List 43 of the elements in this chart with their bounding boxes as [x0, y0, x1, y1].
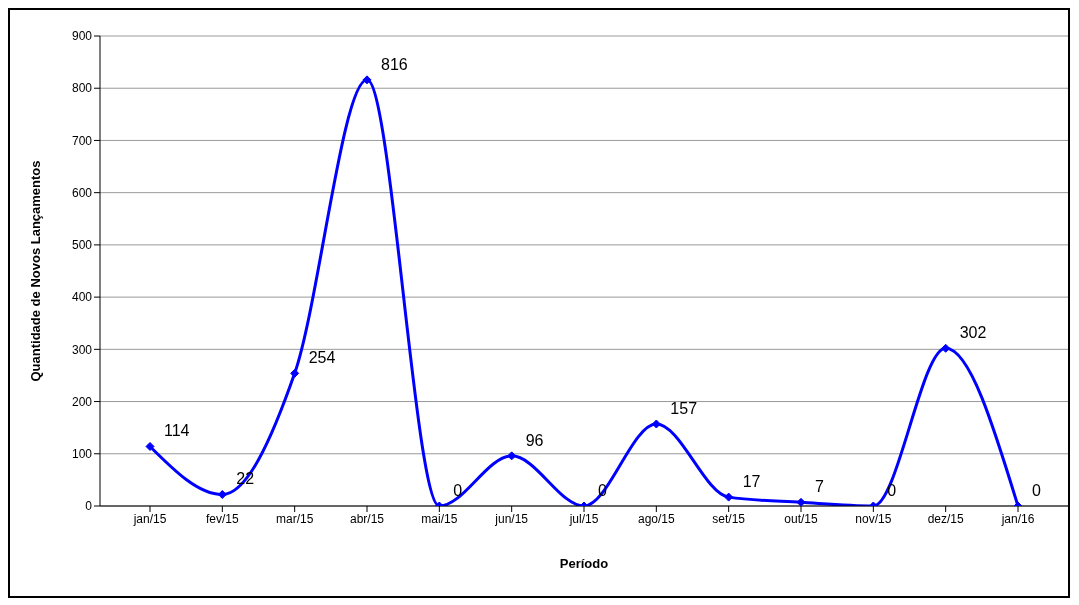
x-tick-label: out/15: [784, 511, 818, 526]
point: [724, 492, 734, 502]
x-tick-label: jan/15: [132, 511, 167, 526]
y-tick-label: 0: [85, 499, 93, 514]
x-tick-label: abr/15: [349, 511, 385, 526]
x-tick-label: nov/15: [855, 511, 892, 526]
point: [362, 75, 372, 85]
y-tick-label: 600: [71, 185, 93, 200]
data-label: 0: [887, 481, 897, 499]
x-axis-title: Período: [559, 556, 609, 571]
data-label: 254: [308, 349, 336, 367]
x-tick-label: jan/16: [1000, 511, 1035, 526]
point: [145, 441, 155, 451]
data-label: 96: [525, 431, 544, 449]
y-tick-label: 400: [71, 290, 93, 305]
x-tick-label: mai/15: [421, 511, 458, 526]
data-label: 157: [670, 399, 698, 417]
x-tick-label: set/15: [712, 511, 746, 526]
data-label: 0: [1032, 481, 1041, 499]
point: [941, 343, 951, 353]
y-tick-label: 500: [71, 238, 93, 253]
data-label: 17: [742, 472, 761, 490]
x-tick-label: jun/15: [494, 511, 529, 526]
y-tick-label: 100: [71, 447, 93, 462]
point: [217, 490, 227, 500]
data-label: 0: [453, 481, 463, 499]
x-tick-label: mar/15: [275, 511, 314, 526]
x-tick-label: dez/15: [927, 511, 965, 526]
y-tick-label: 700: [71, 133, 93, 148]
x-tick-label: fev/15: [205, 511, 239, 526]
y-tick-label: 900: [71, 29, 93, 44]
data-label: 816: [381, 55, 408, 73]
point: [290, 368, 300, 378]
data-label: 302: [959, 323, 987, 341]
y-tick-label: 300: [71, 342, 93, 357]
data-label: 114: [164, 422, 190, 440]
y-axis-title: Quantidade de Novos Lançamentos: [27, 160, 43, 382]
point: [651, 419, 661, 429]
x-tick-label: jul/15: [568, 511, 599, 526]
y-tick-label: 200: [71, 394, 93, 409]
y-tick-label: 800: [71, 81, 93, 96]
data-label: 7: [815, 478, 824, 496]
x-tick-label: ago/15: [637, 511, 676, 526]
